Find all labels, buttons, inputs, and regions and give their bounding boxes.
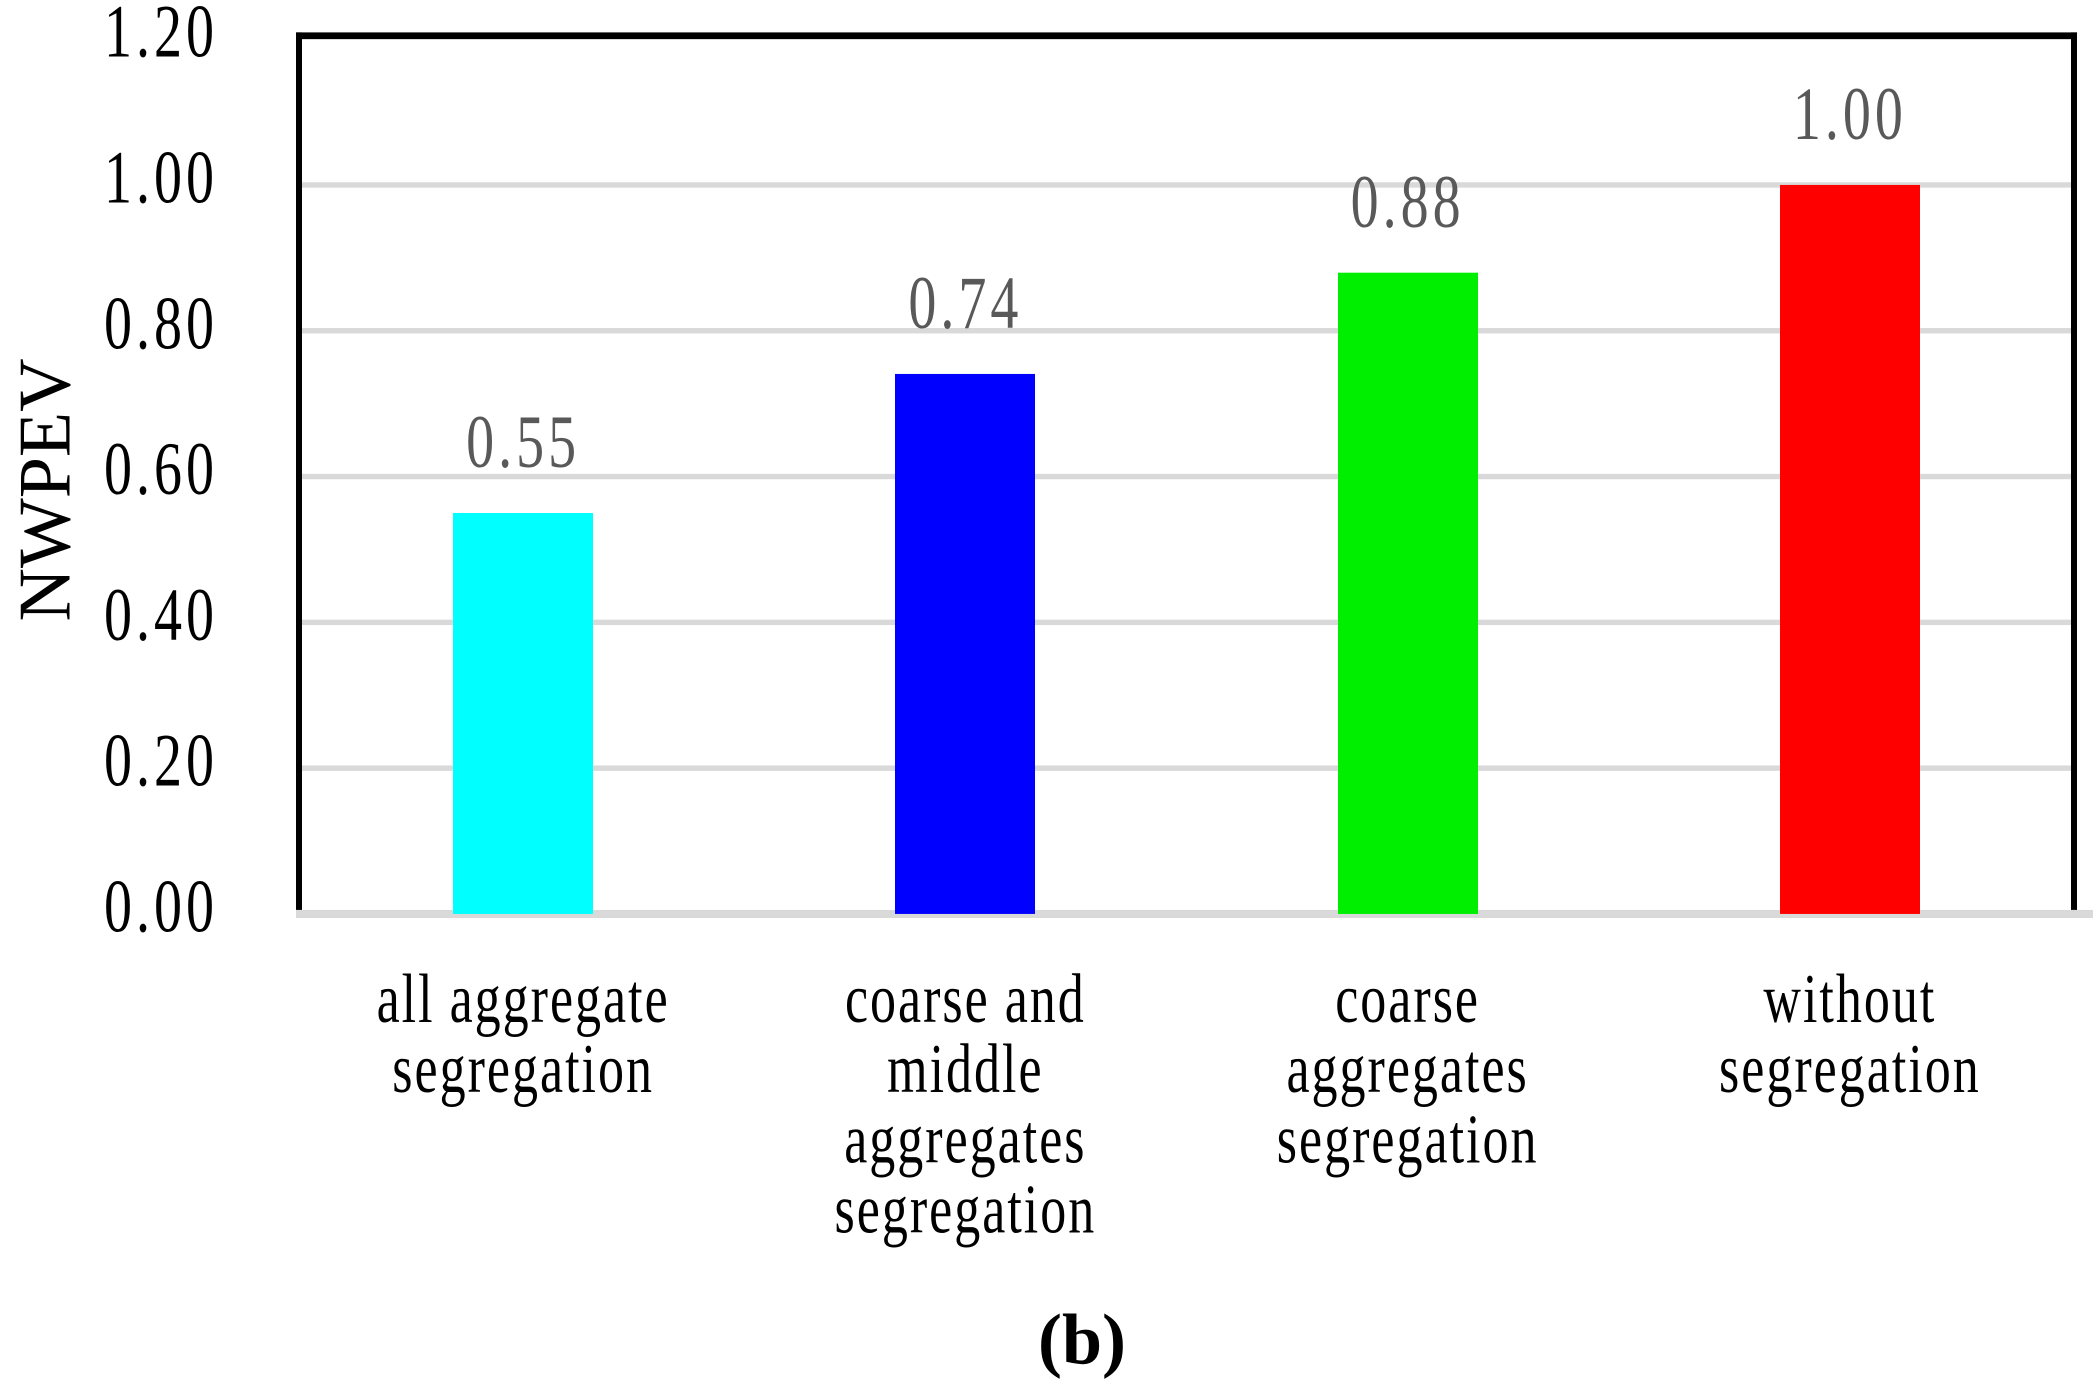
category-line: aggregates xyxy=(844,1101,1087,1179)
bar-value-label: 0.88 xyxy=(1350,160,1465,245)
gridline xyxy=(302,473,2071,480)
y-tick-label: 0.80 xyxy=(104,282,218,366)
gridline xyxy=(302,619,2071,626)
category-line: coarse xyxy=(1335,961,1481,1039)
bar-without-segregation xyxy=(1779,184,1920,914)
category-line: segregation xyxy=(392,1031,654,1109)
bar-coarse-aggregates-segregation xyxy=(1337,272,1478,914)
bar-value-label: 0.55 xyxy=(466,400,581,485)
category-line: segregation xyxy=(1276,1101,1539,1179)
x-axis-baseline xyxy=(296,909,2093,918)
bar-value-label: 1.00 xyxy=(1792,72,1907,157)
category-line: aggregates xyxy=(1286,1031,1529,1109)
plot-area: 0.55 0.74 0.88 1.00 xyxy=(296,32,2093,918)
y-tick-label: 0.00 xyxy=(104,865,218,950)
bar-slot: 0.55 xyxy=(302,39,744,914)
category-label-coarse-and-middle-aggregates-segregation: coarse and middle aggregates segregation xyxy=(744,965,1186,1246)
y-tick-label: 0.20 xyxy=(104,719,218,804)
category-line: segregation xyxy=(1719,1031,1981,1109)
bar-slot: 0.88 xyxy=(1187,39,1629,914)
category-label-all-aggregate-segregation: all aggregate segregation xyxy=(302,965,744,1105)
bar-value-label: 0.74 xyxy=(908,262,1023,347)
category-line: coarse and xyxy=(844,961,1086,1039)
gridline xyxy=(302,765,2071,771)
y-tick-label: 0.60 xyxy=(104,427,218,512)
bar-coarse-and-middle-aggregates-segregation xyxy=(895,374,1036,914)
bar-slot: 0.74 xyxy=(744,39,1186,914)
y-tick-label: 1.20 xyxy=(104,0,218,75)
figure-caption: (b) xyxy=(1038,1299,1126,1380)
category-line: all aggregate xyxy=(376,961,670,1039)
y-axis-title: NWPEV xyxy=(4,358,87,622)
category-line: middle xyxy=(887,1031,1044,1109)
bar-all-aggregate-segregation xyxy=(453,513,594,914)
y-axis-tick-labels: 0.00 0.20 0.40 0.60 0.80 1.00 1.20 xyxy=(0,0,218,1397)
category-line: without xyxy=(1763,961,1937,1039)
category-label-coarse-aggregates-segregation: coarse aggregates segregation xyxy=(1187,965,1629,1176)
y-tick-label: 0.40 xyxy=(104,573,218,658)
category-label-without-segregation: without segregation xyxy=(1629,965,2071,1105)
bar-slot: 1.00 xyxy=(1629,39,2071,914)
category-line: segregation xyxy=(834,1171,1097,1249)
y-tick-label: 1.00 xyxy=(104,136,218,221)
gridline xyxy=(302,182,2071,188)
gridline xyxy=(302,328,2071,334)
